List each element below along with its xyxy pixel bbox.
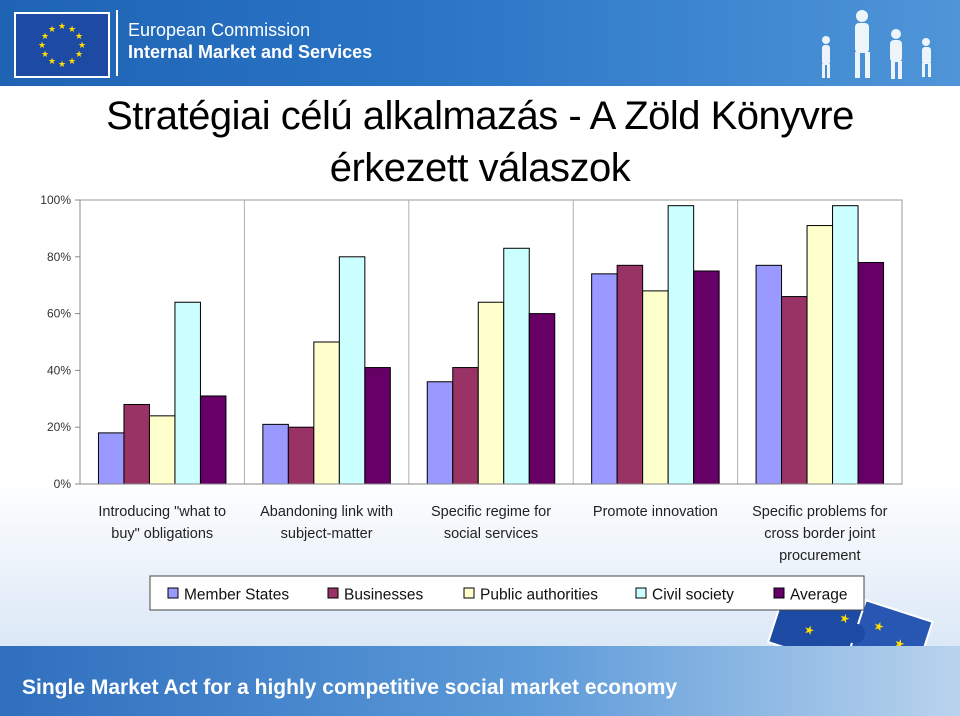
legend-swatch [327,587,339,599]
y-tick-label: 60% [47,307,71,321]
header-divider [116,10,118,76]
slide-title-line-1: Stratégiai célú alkalmazás - A Zöld Köny… [106,94,854,138]
eu-flag-icon: ★ ★ ★ ★ ★ ★ ★ ★ ★ ★ ★ ★ [14,12,110,78]
svg-text:★: ★ [68,25,76,35]
bar-civil-society [667,205,695,485]
bar-member-states [591,273,618,485]
bar-civil-society [832,205,859,485]
svg-text:★: ★ [58,60,66,70]
svg-text:★: ★ [837,610,852,627]
bar-public-authorities [313,341,340,485]
legend-label: Average [790,587,847,604]
svg-text:★: ★ [48,57,56,67]
bar-public-authorities [806,225,834,485]
svg-text:★: ★ [41,50,49,60]
svg-text:★: ★ [48,25,56,35]
bar-member-states [426,381,454,485]
category-label: Introducing "what to buy" obligations [98,504,226,542]
y-tick-label: 0% [54,477,72,491]
svg-text:★: ★ [802,622,817,639]
bar-public-authorities [148,415,176,485]
category-label: Specific problems for cross border joint p… [752,504,888,564]
svg-text:★: ★ [68,57,76,67]
org-department: Internal Market and Services [128,42,373,62]
bar-average [364,367,391,485]
bar-businesses [123,403,150,485]
legend-label: Public authorities [480,587,598,604]
bar-businesses [287,426,315,485]
legend-swatch [463,587,475,599]
svg-text:★: ★ [38,41,46,51]
y-tick-label: 20% [47,420,71,434]
legend-swatch [167,587,179,599]
category-label: Promote innovation [593,504,718,520]
footer-banner: Single Market Act for a highly competiti… [0,646,960,716]
legend-label: Member States [184,587,289,604]
svg-text:★: ★ [75,50,83,60]
legend-label: Civil society [652,587,734,604]
bar-average [199,395,227,485]
footer-slogan: Single Market Act for a highly competiti… [22,676,678,699]
header-banner: ★ ★ ★ ★ ★ ★ ★ ★ ★ ★ ★ ★ European Commission Inte… [0,0,960,86]
bar-businesses [616,264,644,485]
bar-public-authorities [642,290,669,485]
bar-civil-society [174,301,201,485]
bar-average [857,261,885,485]
svg-text:★: ★ [75,32,83,42]
bar-civil-society [338,256,366,485]
bar-public-authorities [477,301,505,485]
bar-civil-society [503,247,530,485]
y-tick-label: 40% [47,363,71,377]
org-name: European Commission [128,20,311,40]
bar-member-states [755,264,783,485]
legend-swatch [635,587,647,599]
bar-member-states [262,423,289,485]
svg-text:★: ★ [41,32,49,42]
y-tick-label: 100% [40,193,71,207]
svg-text:★: ★ [872,618,887,635]
legend-label: Businesses [344,587,424,604]
bar-businesses [452,367,479,485]
category-label: Abandoning link with subject-matter [260,504,393,542]
people-figures-icon [822,10,931,79]
svg-text:★: ★ [58,22,66,32]
legend-swatch [773,587,785,599]
slide-title-line-2: érkezett válaszok [329,146,631,190]
bar-average [693,270,720,485]
bar-member-states [97,432,125,485]
bar-businesses [781,296,808,485]
svg-text:★: ★ [78,41,86,51]
category-label: Specific regime for social services [431,504,551,542]
bar-average [528,313,556,485]
y-tick-label: 80% [47,250,71,264]
legend-box [149,575,865,611]
